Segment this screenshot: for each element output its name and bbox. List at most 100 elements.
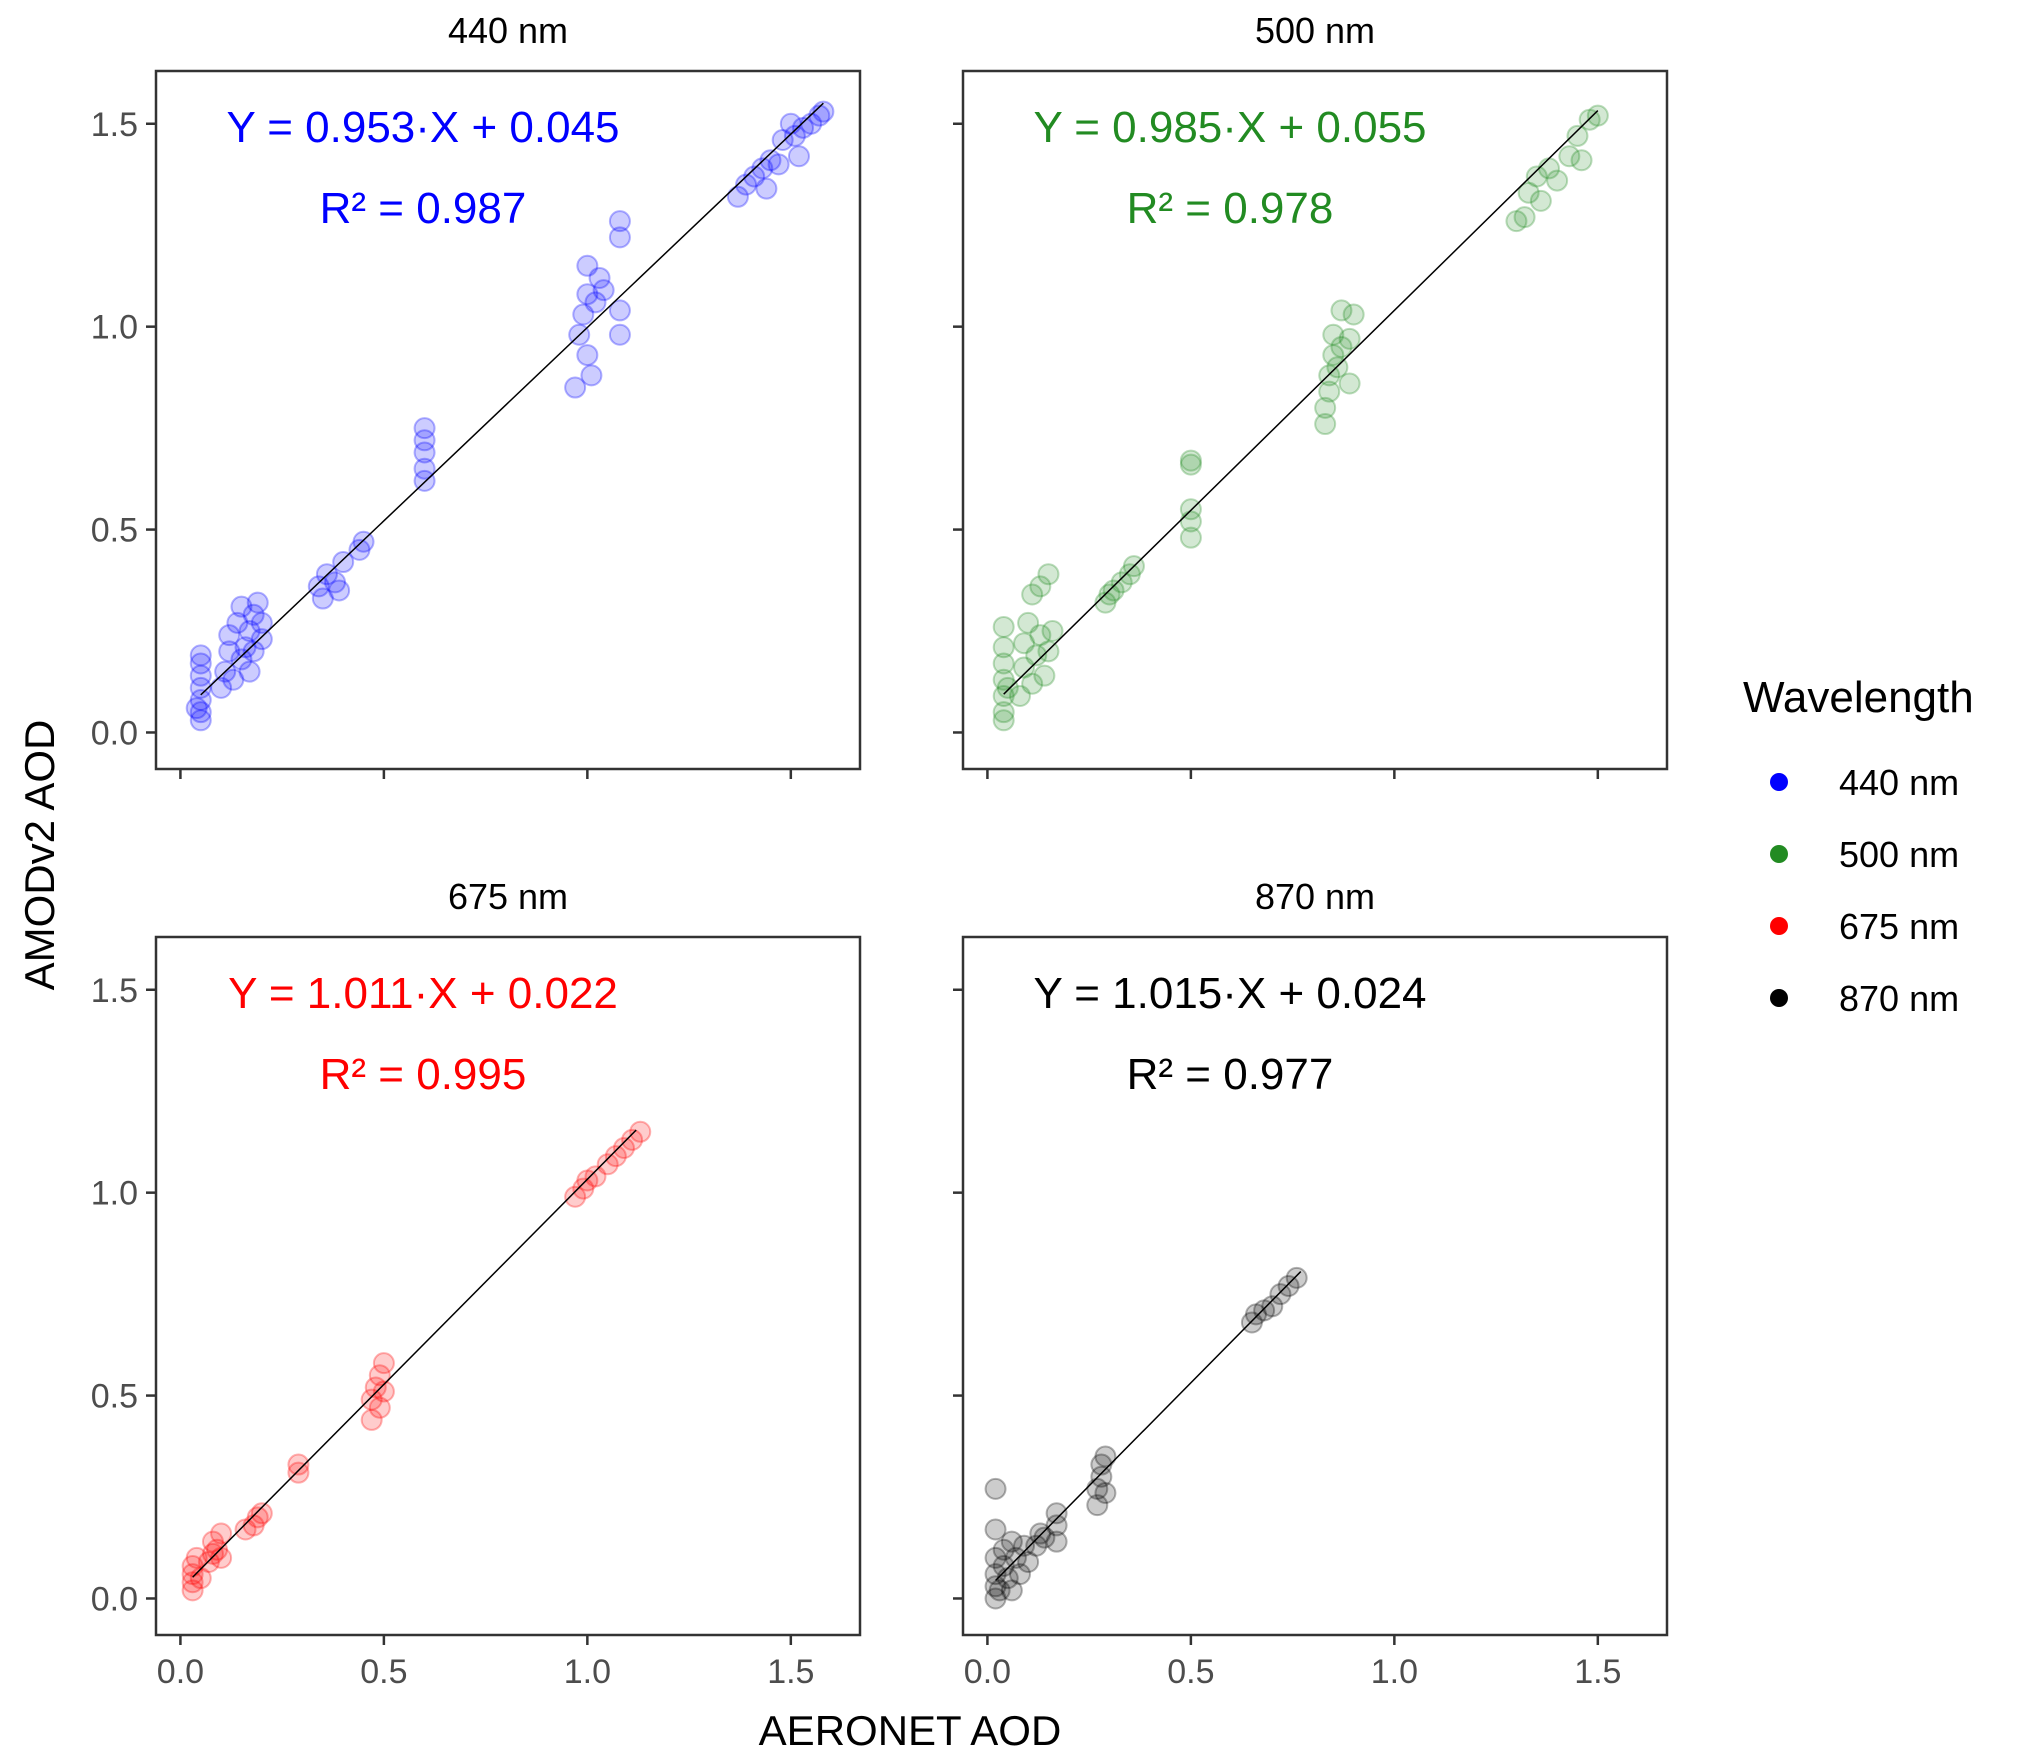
data-point xyxy=(1240,1311,1263,1334)
panel-border xyxy=(154,935,862,1637)
data-point xyxy=(984,1546,1007,1569)
data-point xyxy=(1045,1514,1068,1537)
data-point xyxy=(576,344,599,367)
data-point xyxy=(197,1550,220,1573)
data-point xyxy=(1013,656,1036,679)
data-point xyxy=(1029,575,1052,598)
data-point xyxy=(189,689,212,712)
data-point xyxy=(604,1145,627,1168)
data-point xyxy=(250,628,273,651)
data-point xyxy=(1338,327,1361,350)
data-point xyxy=(1090,1453,1113,1476)
data-point xyxy=(984,1477,1007,1500)
data-point xyxy=(988,1579,1011,1602)
data-point xyxy=(1261,1295,1284,1318)
y-tick-label: 1.5 xyxy=(91,972,138,1010)
x-tick-label: 0.0 xyxy=(964,1653,1011,1691)
x-tick-label: 1.5 xyxy=(767,1653,814,1691)
data-point xyxy=(222,668,245,691)
data-point xyxy=(1529,189,1552,212)
data-point xyxy=(592,279,615,302)
data-point xyxy=(242,640,265,663)
regression-equation: Y = 0.953·X + 0.045 xyxy=(226,103,619,152)
panel-440-nm: 440 nm Y = 0.953·X + 0.045 R² = 0.987 0.0 0.… xyxy=(91,10,862,779)
y-tick-label: 1.0 xyxy=(91,1175,138,1213)
x-tick-label: 0.5 xyxy=(1167,1653,1214,1691)
data-point xyxy=(1037,563,1060,586)
data-point xyxy=(992,636,1015,659)
data-point xyxy=(246,591,269,614)
data-point xyxy=(812,100,835,123)
fit-line xyxy=(200,102,824,696)
data-point xyxy=(984,1575,1007,1598)
data-point xyxy=(1269,1283,1292,1306)
data-point xyxy=(1314,396,1337,419)
data-point xyxy=(1033,1526,1056,1549)
data-point xyxy=(1330,299,1353,322)
data-point xyxy=(189,652,212,675)
data-point xyxy=(792,116,815,139)
data-point xyxy=(364,1376,387,1399)
data-point xyxy=(1017,1550,1040,1573)
data-point xyxy=(1342,303,1365,326)
data-point xyxy=(1094,1445,1117,1468)
fit-line xyxy=(192,1129,637,1578)
data-point xyxy=(1021,672,1044,695)
data-point xyxy=(783,124,806,147)
x-tick-label: 1.0 xyxy=(564,1653,611,1691)
data-point xyxy=(246,1506,269,1529)
data-point xyxy=(181,1579,204,1602)
data-point xyxy=(984,1518,1007,1541)
data-point xyxy=(588,266,611,289)
data-point xyxy=(1000,1530,1023,1553)
panel-border xyxy=(154,69,862,771)
data-point xyxy=(287,1453,310,1476)
data-point xyxy=(992,1538,1015,1561)
data-point xyxy=(1322,323,1345,346)
data-point xyxy=(189,701,212,724)
r-squared: R² = 0.995 xyxy=(320,1050,527,1099)
data-point xyxy=(332,551,355,574)
data-point xyxy=(1179,526,1202,549)
legend-key-2 xyxy=(1770,917,1788,935)
data-point xyxy=(238,660,261,683)
data-point xyxy=(234,1518,257,1541)
data-point xyxy=(1525,165,1548,188)
data-point xyxy=(608,299,631,322)
data-point xyxy=(238,620,261,643)
legend-key-3 xyxy=(1770,989,1788,1007)
data-point xyxy=(1086,1477,1109,1500)
legend-label: 500 nm xyxy=(1839,834,1959,875)
data-point xyxy=(1179,510,1202,533)
legend-label: 870 nm xyxy=(1839,978,1959,1019)
data-point xyxy=(576,1169,599,1192)
data-point xyxy=(1517,181,1540,204)
panel-title: 870 nm xyxy=(1255,876,1375,917)
data-point xyxy=(352,530,375,553)
data-point xyxy=(584,291,607,314)
panel-500-nm: 500 nm Y = 0.985·X + 0.055 R² = 0.978 xyxy=(953,10,1669,779)
data-point xyxy=(360,1408,383,1431)
data-point xyxy=(564,1185,587,1208)
data-point xyxy=(181,1555,204,1578)
data-point xyxy=(564,376,587,399)
fit-line xyxy=(1003,110,1599,695)
data-point xyxy=(413,429,436,452)
points-group xyxy=(185,100,835,732)
data-point xyxy=(1045,1530,1068,1553)
data-point xyxy=(230,595,253,618)
data-point xyxy=(572,303,595,326)
data-point xyxy=(1586,104,1609,127)
data-point xyxy=(1094,1481,1117,1504)
data-point xyxy=(210,1546,233,1569)
data-point xyxy=(1102,579,1125,602)
panel-border xyxy=(961,69,1669,771)
data-point xyxy=(608,226,631,249)
data-point xyxy=(185,1546,208,1569)
data-point xyxy=(608,210,631,233)
data-point xyxy=(992,615,1015,638)
data-point xyxy=(181,1571,204,1594)
data-point xyxy=(996,676,1019,699)
legend-key-1 xyxy=(1770,845,1788,863)
data-point xyxy=(1008,684,1031,707)
